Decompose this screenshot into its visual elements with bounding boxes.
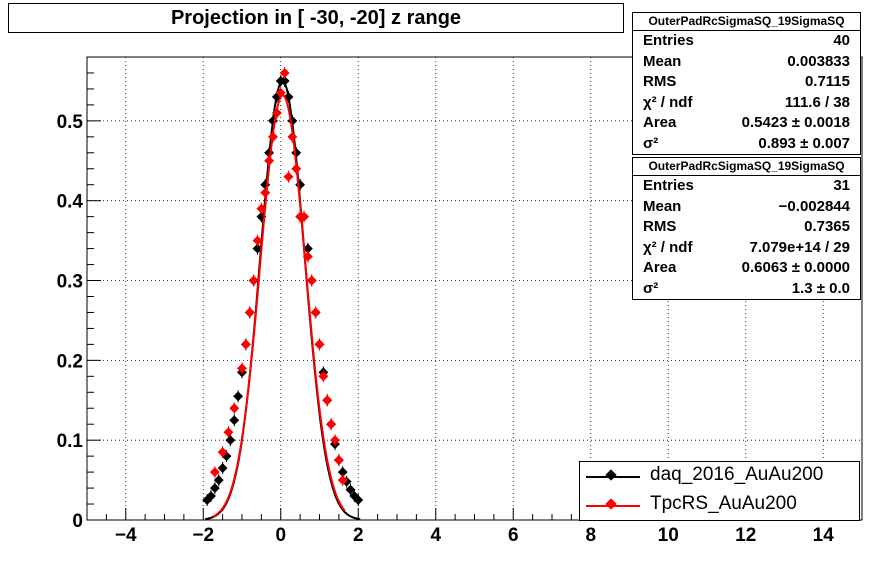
fit-curve-1 bbox=[212, 94, 346, 518]
data-point bbox=[252, 243, 263, 254]
data-point bbox=[244, 307, 255, 318]
legend-marker-swatch bbox=[605, 498, 617, 510]
data-point bbox=[295, 179, 306, 190]
data-point bbox=[314, 339, 325, 350]
data-point bbox=[217, 447, 228, 458]
data-point bbox=[330, 435, 340, 446]
data-point bbox=[237, 363, 247, 374]
stats-box-name: OuterPadRcSigmaSQ_19SigmaSQ bbox=[633, 13, 860, 31]
data-point bbox=[291, 163, 302, 174]
x-tick-label: −4 bbox=[115, 525, 137, 546]
stats-row-sigma2: σ² 0.893 ± 0.007 bbox=[643, 134, 850, 152]
stats-row-rms: RMS 0.7365 bbox=[643, 218, 850, 235]
stats-row-mean: Mean −0.002844 bbox=[643, 197, 850, 215]
legend-label: TpcRS_AuAu200 bbox=[650, 493, 797, 514]
legend-label: daq_2016_AuAu200 bbox=[650, 464, 824, 485]
stats-row-entries: Entries 31 bbox=[643, 177, 850, 194]
stats-row-area: Area 0.6063 ± 0.0000 bbox=[643, 259, 850, 276]
legend-item-tpcrs: TpcRS_AuAu200 bbox=[580, 491, 859, 520]
x-tick-label: 14 bbox=[813, 525, 835, 546]
data-point bbox=[345, 484, 356, 495]
y-tick-label: 0.1 bbox=[57, 431, 84, 452]
data-point bbox=[283, 171, 294, 182]
x-tick-label: 4 bbox=[430, 525, 441, 546]
x-tick-label: 2 bbox=[353, 525, 364, 546]
data-point bbox=[337, 467, 348, 478]
y-tick-label: 0.5 bbox=[57, 112, 84, 133]
data-point bbox=[233, 391, 244, 402]
data-point bbox=[287, 131, 298, 142]
stats-box-name: OuterPadRcSigmaSQ_19SigmaSQ bbox=[633, 158, 860, 176]
data-point bbox=[206, 491, 216, 502]
stats-box-daq: OuterPadRcSigmaSQ_19SigmaSQ Entries 40 Me… bbox=[632, 12, 861, 155]
x-tick-label: 6 bbox=[508, 525, 519, 546]
x-tick-label: 0 bbox=[275, 525, 286, 546]
data-point bbox=[318, 371, 329, 382]
stats-row-chi2: χ² / ndf 111.6 / 38 bbox=[643, 93, 850, 111]
data-point bbox=[299, 211, 309, 222]
legend: daq_2016_AuAu200 TpcRS_AuAu200 bbox=[579, 461, 860, 521]
x-tick-label: 10 bbox=[658, 525, 679, 546]
legend-item-daq: daq_2016_AuAu200 bbox=[580, 462, 859, 491]
data-point bbox=[310, 307, 321, 318]
y-tick-label: 0.4 bbox=[57, 192, 84, 213]
legend-marker-swatch bbox=[605, 469, 617, 481]
data-point bbox=[256, 203, 267, 214]
stats-row-mean: Mean 0.003833 bbox=[643, 52, 850, 70]
data-point bbox=[326, 419, 337, 430]
data-point bbox=[302, 251, 313, 262]
data-point bbox=[209, 483, 220, 494]
data-point bbox=[248, 275, 259, 286]
y-tick-label: 0.2 bbox=[57, 351, 83, 372]
stats-row-rms: RMS 0.7115 bbox=[643, 73, 850, 90]
data-point bbox=[302, 243, 313, 254]
chart-title: Projection in [ -30, -20] z range bbox=[8, 3, 624, 33]
stats-row-sigma2: σ² 1.3 ± 0.0 bbox=[643, 279, 850, 297]
data-point bbox=[260, 187, 271, 198]
data-point bbox=[229, 415, 240, 426]
data-point bbox=[264, 155, 275, 166]
x-tick-label: −2 bbox=[192, 525, 214, 546]
data-point bbox=[268, 131, 278, 142]
data-point bbox=[353, 495, 364, 505]
data-point bbox=[229, 403, 240, 414]
data-point bbox=[209, 467, 220, 478]
data-point bbox=[333, 455, 344, 466]
data-point bbox=[252, 235, 263, 246]
x-tick-label: 8 bbox=[585, 525, 596, 546]
data-point bbox=[240, 339, 251, 350]
x-tick-label: 12 bbox=[735, 525, 756, 546]
data-point bbox=[287, 115, 298, 126]
y-tick-label: 0.3 bbox=[57, 272, 83, 293]
data-point bbox=[223, 427, 234, 438]
stats-row-area: Area 0.5423 ± 0.0018 bbox=[643, 114, 850, 131]
data-point bbox=[306, 275, 317, 286]
stats-row-chi2: χ² / ndf 7.079e+14 / 29 bbox=[643, 238, 850, 256]
data-point bbox=[217, 463, 228, 474]
data-point bbox=[337, 475, 348, 486]
data-point bbox=[213, 475, 224, 486]
data-point bbox=[322, 395, 333, 406]
data-point bbox=[225, 435, 236, 446]
stats-row-entries: Entries 40 bbox=[643, 32, 850, 49]
stats-box-tpcrs: OuterPadRcSigmaSQ_19SigmaSQ Entries 31 Me… bbox=[632, 157, 861, 300]
y-tick-label: 0 bbox=[72, 511, 83, 532]
